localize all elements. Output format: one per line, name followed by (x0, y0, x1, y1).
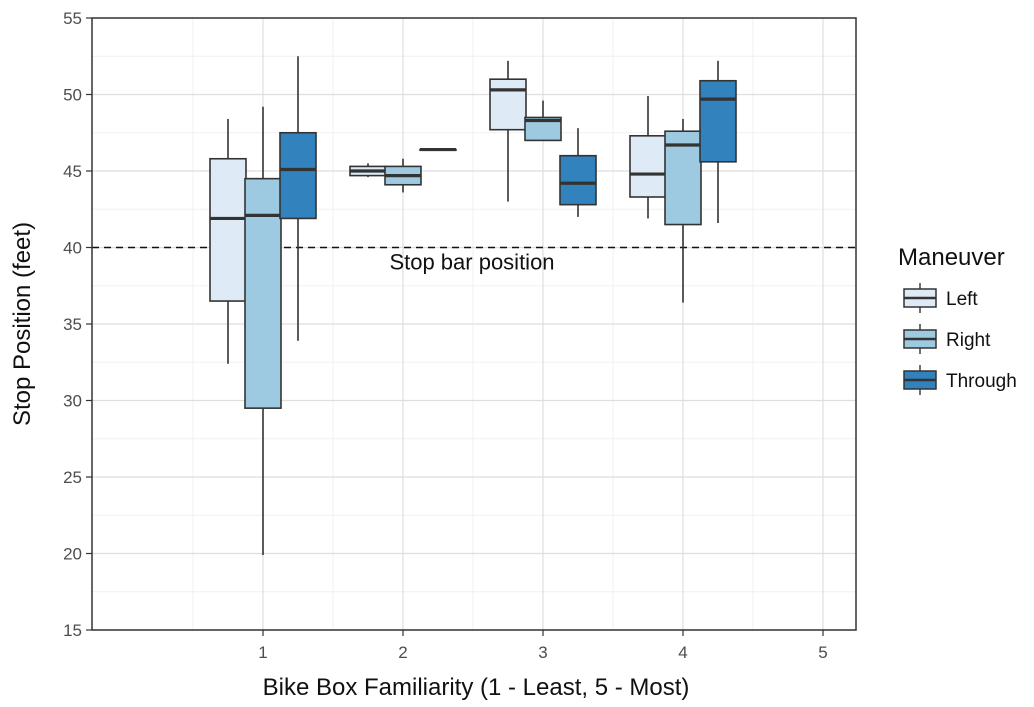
x-tick-label: 1 (258, 643, 267, 662)
box-body (279, 131, 317, 220)
y-tick-label: 50 (63, 86, 82, 105)
legend-label: Right (946, 330, 991, 351)
y-tick-label: 15 (63, 621, 82, 640)
box-right-x3 (524, 100, 562, 142)
y-tick-label: 40 (63, 239, 82, 258)
x-tick-label: 3 (538, 643, 547, 662)
x-tick-label: 4 (678, 643, 687, 662)
box-body (244, 177, 282, 409)
box-body (524, 116, 562, 142)
legend-title: Maneuver (898, 244, 1005, 271)
box-body (209, 157, 247, 302)
box-body (559, 154, 597, 206)
box-body (699, 79, 737, 163)
y-tick-label: 20 (63, 545, 82, 564)
legend: Maneuver Left Right Through (898, 244, 1017, 395)
box-body (664, 130, 702, 226)
box-body (489, 78, 527, 131)
x-tick-label: 2 (398, 643, 407, 662)
box-through-x2 (419, 147, 457, 152)
box-through-x1 (279, 56, 317, 341)
legend-label: Through (946, 371, 1017, 392)
legend-item-left: Left (903, 283, 978, 313)
x-axis-title: Bike Box Familiarity (1 - Least, 5 - Mos… (263, 674, 690, 701)
y-axis-title: Stop Position (feet) (9, 222, 36, 426)
box-through-x3 (559, 128, 597, 217)
y-tick-label: 25 (63, 468, 82, 487)
reference-line-group: Stop bar position (92, 246, 856, 275)
box-left-x4 (629, 96, 667, 219)
legend-label: Left (946, 289, 978, 310)
legend-item-through: Through (903, 365, 1017, 395)
box-left-x3 (489, 60, 527, 202)
box-right-x1 (244, 106, 282, 556)
legend-item-right: Right (903, 324, 991, 354)
box-body (629, 135, 667, 198)
y-tick-label: 45 (63, 162, 82, 181)
y-tick-label: 55 (63, 9, 82, 28)
box-right-x4 (664, 118, 702, 303)
box-right-x2 (384, 158, 422, 193)
y-tick-label: 35 (63, 315, 82, 334)
x-tick-label: 5 (818, 643, 827, 662)
reference-line-label: Stop bar position (389, 250, 554, 275)
y-tick-label: 30 (63, 392, 82, 411)
boxes-group (209, 56, 737, 556)
box-through-x4 (699, 60, 737, 224)
